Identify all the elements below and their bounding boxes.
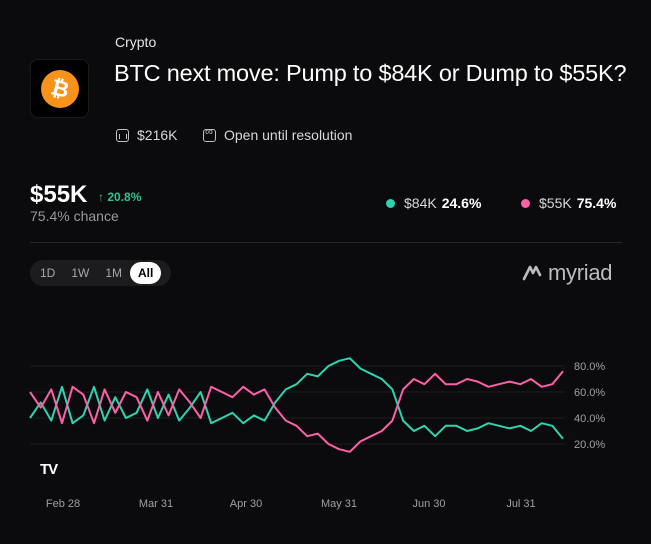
y-axis: 80.0% 60.0% 40.0% 20.0% — [574, 361, 605, 451]
tradingview-logo: TV — [40, 461, 58, 478]
bitcoin-icon: ₿ — [36, 65, 83, 112]
y-tick-label: 60.0% — [574, 387, 605, 399]
x-tick-label: May 31 — [321, 498, 357, 510]
arrow-up-icon: ↑ — [98, 190, 104, 204]
volume-value: $216K — [137, 127, 178, 143]
x-axis: Feb 28 Mar 31 Apr 30 May 31 Jun 30 Jul 31 — [46, 498, 536, 510]
status-text: Open until resolution — [224, 127, 353, 143]
brand-logo: myriad — [522, 260, 613, 286]
volume-stat: $216K — [116, 127, 177, 143]
volume-chart-icon — [116, 128, 129, 142]
legend-value: 24.6% — [441, 195, 482, 211]
outcome-chance: 75.4% chance — [30, 208, 119, 224]
price-change-value: 20.8% — [107, 190, 142, 204]
probability-chart[interactable]: 80.0% 60.0% 40.0% 20.0% Feb 28 Mar 31 Apr 30 M… — [0, 330, 651, 544]
range-1d[interactable]: 1D — [40, 266, 56, 280]
range-all[interactable]: All — [130, 262, 162, 284]
legend-dot — [521, 198, 530, 208]
x-tick-label: Mar 31 — [139, 498, 173, 510]
legend-dot — [386, 198, 395, 208]
legend-value: 75.4% — [576, 195, 617, 211]
series-line-55k — [29, 370, 564, 453]
chart-series — [29, 357, 564, 453]
market-icon: ₿ — [30, 59, 89, 118]
y-tick-label: 80.0% — [574, 361, 605, 373]
time-range-selector: 1D 1W 1M All — [30, 260, 171, 286]
brand-name: myriad — [548, 260, 613, 285]
outcome-price: $55K — [30, 181, 88, 208]
x-tick-label: Jul 31 — [506, 498, 535, 510]
legend-item-55k[interactable]: $55K 75.4% — [521, 195, 616, 211]
price-change: ↑ 20.8% — [98, 190, 141, 204]
resolution-status: Open until resolution — [203, 126, 353, 143]
y-tick-label: 20.0% — [574, 439, 605, 451]
myriad-logo-icon — [522, 265, 542, 281]
chart-grid — [30, 365, 565, 445]
range-1w[interactable]: 1W — [71, 266, 90, 280]
x-tick-label: Feb 28 — [46, 498, 80, 510]
category-label[interactable]: Crypto — [115, 34, 157, 50]
x-tick-label: Jun 30 — [412, 498, 445, 510]
x-tick-label: Apr 30 — [230, 498, 262, 510]
legend-label: $55K — [539, 195, 572, 211]
legend-item-84k[interactable]: $84K 24.6% — [386, 195, 481, 211]
legend-label: $84K — [404, 195, 437, 211]
divider — [30, 242, 622, 243]
market-title: BTC next move: Pump to $84K or Dump to $… — [114, 60, 627, 86]
y-tick-label: 40.0% — [574, 413, 605, 425]
range-1m[interactable]: 1M — [105, 266, 123, 280]
infinity-icon — [203, 126, 216, 142]
